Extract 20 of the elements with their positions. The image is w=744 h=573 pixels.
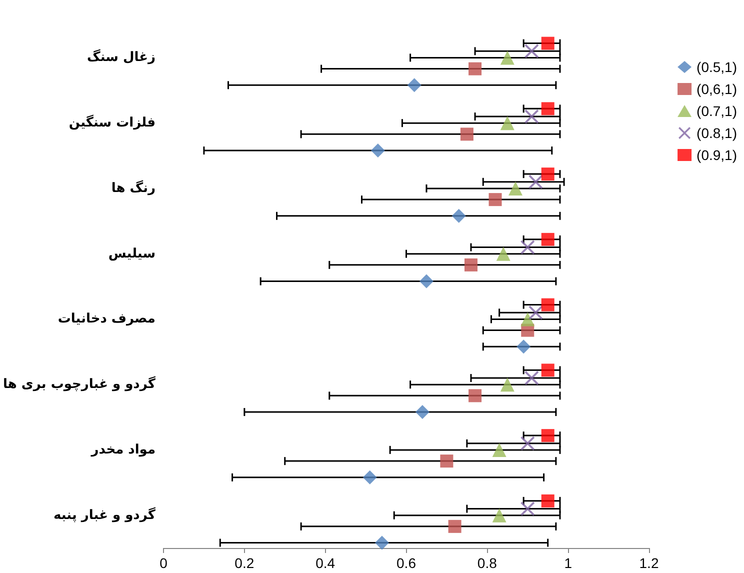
x-tick-label: 1	[564, 555, 572, 571]
y-tick-label: زغال سنگ	[87, 49, 156, 66]
y-tick-label: رنگ ها	[111, 180, 156, 196]
y-tick-label: سیلیس	[108, 246, 156, 262]
x-tick-label: 1.2	[639, 555, 659, 571]
x-tick-label: 0.8	[477, 555, 498, 571]
legend-label: (0.8,1)	[696, 125, 738, 141]
y-tick-label: مصرف دخانیات	[58, 312, 156, 327]
legend-label: (0.5,1)	[696, 59, 738, 75]
y-tick-label: گردو و غبار پنبه	[53, 506, 156, 523]
legend-label: (0.7,1)	[696, 103, 738, 119]
legend-label: (0.9,1)	[696, 147, 738, 163]
x-tick-label: 0.2	[234, 555, 254, 571]
legend-label: (0,6,1)	[696, 81, 738, 97]
y-tick-label: مواد مخدر	[90, 442, 156, 458]
y-tick-label: گردو و غبارچوب بری ها	[2, 376, 156, 392]
y-tick-label: فلزات سنگین	[68, 114, 156, 131]
x-tick-label: 0.6	[396, 555, 416, 571]
x-tick-label: 0	[160, 555, 168, 571]
x-tick-label: 0.4	[316, 555, 336, 571]
